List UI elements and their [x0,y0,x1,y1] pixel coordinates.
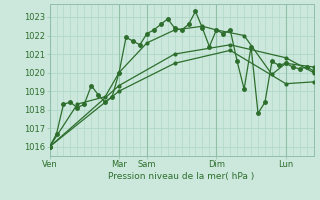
X-axis label: Pression niveau de la mer( hPa ): Pression niveau de la mer( hPa ) [108,172,255,181]
